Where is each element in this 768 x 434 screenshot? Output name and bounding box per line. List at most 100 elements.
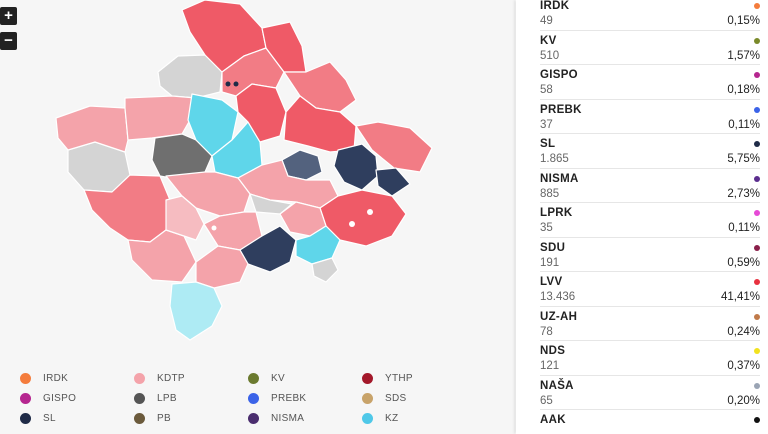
legend-item: KV <box>248 370 362 387</box>
party-result-row[interactable]: IRDK 49 0,15% <box>540 0 760 31</box>
party-result-row[interactable]: LPRK 35 0,11% <box>540 203 760 238</box>
party-votes: 510 <box>540 49 560 62</box>
legend-label: IRDK <box>43 373 69 384</box>
party-name: LPRK <box>540 207 573 219</box>
map-panel[interactable]: + − IRDK KDTP KV YTHP GISPO LPB PREBK SDS SL PB NI… <box>0 0 515 434</box>
party-color-dot <box>754 141 760 147</box>
municipality-markers <box>211 81 373 231</box>
legend-item: GISPO <box>20 390 134 407</box>
party-color-dot <box>754 382 760 389</box>
municipality-region[interactable] <box>311 257 339 283</box>
legend-label: LPB <box>157 393 177 404</box>
legend-label: NISMA <box>271 413 305 424</box>
party-name: AAK <box>540 414 566 426</box>
party-result-row[interactable]: UZ-AH 78 0,24% <box>540 307 760 341</box>
party-votes: 1.865 <box>540 153 569 165</box>
party-votes: 37 <box>540 118 553 131</box>
municipality-region[interactable] <box>195 245 249 289</box>
party-result-row[interactable]: NISMA 885 2,73% <box>540 169 760 203</box>
legend-color-swatch <box>20 393 31 404</box>
legend-item: PB <box>134 410 248 427</box>
legend-label: PB <box>157 413 171 424</box>
party-result-row[interactable]: NAŠA 65 0,20% <box>540 376 760 410</box>
municipality-region[interactable] <box>157 54 223 99</box>
municipality-region[interactable] <box>124 95 197 141</box>
municipality-region[interactable] <box>169 281 223 341</box>
party-result-row[interactable]: GISPO 58 0,18% <box>540 65 760 100</box>
map-legend: IRDK KDTP KV YTHP GISPO LPB PREBK SDS SL PB NISMA K… <box>20 370 490 427</box>
legend-item: YTHP <box>362 370 476 387</box>
legend-color-swatch <box>362 413 373 424</box>
party-name: UZ-AH <box>540 310 578 323</box>
legend-color-swatch <box>248 393 259 404</box>
party-result-row[interactable]: SL 1.865 5,75% <box>540 134 760 169</box>
municipality-map[interactable] <box>0 0 515 434</box>
party-percent: 1,57% <box>727 49 760 62</box>
municipality-region[interactable] <box>375 167 411 197</box>
party-color-dot <box>754 313 760 320</box>
party-votes: 13.436 <box>540 291 576 303</box>
legend-color-swatch <box>134 413 145 424</box>
party-color-dot <box>754 3 760 9</box>
municipality-region[interactable] <box>283 95 357 153</box>
party-percent: 0,37% <box>727 360 760 372</box>
zoom-out-button[interactable]: − <box>0 32 17 50</box>
municipality-region[interactable] <box>55 105 129 153</box>
party-result-row[interactable]: PREBK 37 0,11% <box>540 100 760 134</box>
party-result-row[interactable]: AAK <box>540 410 760 434</box>
municipality-region[interactable] <box>165 195 205 241</box>
municipality-region[interactable] <box>355 121 433 173</box>
legend-item: SL <box>20 410 134 427</box>
legend-label: YTHP <box>385 373 413 384</box>
party-color-dot <box>754 417 760 423</box>
municipality-region[interactable] <box>333 143 379 191</box>
legend-item: KZ <box>362 410 476 427</box>
municipality-region[interactable] <box>295 225 341 265</box>
party-votes: 35 <box>540 222 553 234</box>
party-color-dot <box>754 72 760 78</box>
party-color-dot <box>754 279 760 285</box>
party-color-dot <box>754 348 760 354</box>
legend-item: KDTP <box>134 370 248 387</box>
party-name: NAŠA <box>540 379 574 392</box>
party-result-row[interactable]: LVV 13.436 41,41% <box>540 272 760 307</box>
legend-item: IRDK <box>20 370 134 387</box>
party-color-dot <box>754 37 760 44</box>
legend-color-swatch <box>362 373 373 384</box>
party-result-row[interactable]: NDS 121 0,37% <box>540 341 760 376</box>
legend-label: KDTP <box>157 373 185 384</box>
party-percent: 0,15% <box>727 15 760 27</box>
zoom-in-button[interactable]: + <box>0 7 17 25</box>
results-sidebar[interactable]: IRDK 49 0,15% KV 510 1,57% GISPO 58 0,18% PREBK 37… <box>516 0 768 434</box>
party-result-row[interactable]: KV 510 1,57% <box>540 31 760 65</box>
party-color-dot <box>754 244 760 251</box>
party-name: NDS <box>540 345 566 357</box>
legend-color-swatch <box>20 373 31 384</box>
party-result-row[interactable]: SDU 191 0,59% <box>540 238 760 272</box>
legend-label: GISPO <box>43 393 77 404</box>
party-name: LVV <box>540 276 563 288</box>
party-name: IRDK <box>540 0 570 12</box>
party-results-list: IRDK 49 0,15% KV 510 1,57% GISPO 58 0,18% PREBK 37… <box>516 0 768 434</box>
municipality-region[interactable] <box>239 225 297 273</box>
party-votes: 58 <box>540 84 553 96</box>
party-percent: 0,59% <box>727 256 760 269</box>
legend-label: SDS <box>385 393 407 404</box>
party-votes: 121 <box>540 360 560 372</box>
legend-label: KV <box>271 373 285 384</box>
party-name: SL <box>540 138 556 150</box>
party-color-dot <box>754 106 760 113</box>
party-percent: 0,24% <box>727 325 760 338</box>
legend-color-swatch <box>362 393 373 404</box>
party-percent: 0,11% <box>728 222 760 234</box>
party-votes: 191 <box>540 256 560 269</box>
party-votes: 49 <box>540 15 553 27</box>
party-percent: 0,11% <box>728 118 760 131</box>
party-votes: 65 <box>540 394 553 407</box>
legend-item: LPB <box>134 390 248 407</box>
municipality-region[interactable] <box>235 83 287 143</box>
legend-color-swatch <box>248 373 259 384</box>
party-name: GISPO <box>540 69 578 81</box>
party-percent: 5,75% <box>727 153 760 165</box>
legend-item: NISMA <box>248 410 362 427</box>
